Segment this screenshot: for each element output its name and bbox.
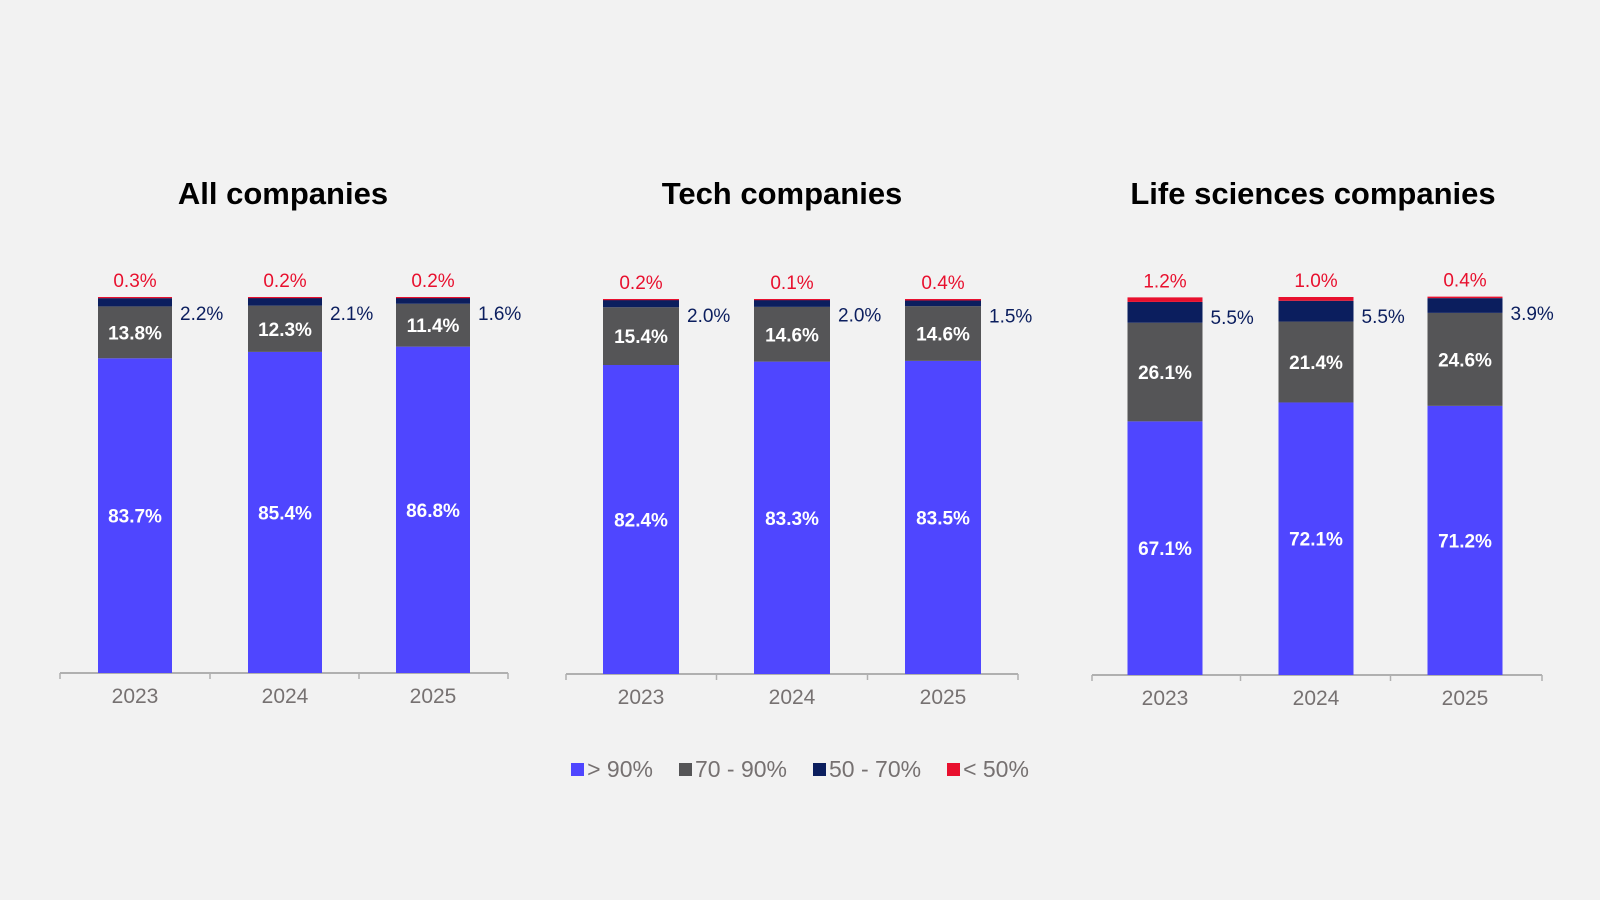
- chart-title-life-sciences-companies: Life sciences companies: [1130, 176, 1496, 211]
- life-sciences-companies-bar-2023-segment-0: [1127, 421, 1203, 675]
- all-companies-bar-2023-segment-3: [98, 297, 172, 299]
- tech-companies-data-label-2024-series-2: 2.0%: [838, 305, 881, 326]
- chart-title-all-companies: All companies: [177, 176, 389, 211]
- tech-companies-bar-2024-segment-0: [754, 361, 830, 674]
- life-sciences-companies-bar-2025-segment-1: [1427, 312, 1503, 406]
- life-sciences-companies-bar-2025-segment-2: [1427, 298, 1503, 313]
- tech-companies-data-label-2025-series-2: 1.5%: [989, 307, 1032, 328]
- life-sciences-companies-data-label-2024-series-3: 1.0%: [1294, 271, 1337, 292]
- legend-item-50to70: 50 - 70%: [813, 756, 921, 783]
- legend-item-gt90: > 90%: [571, 756, 653, 783]
- life-sciences-companies-data-label-2023-series-0: 67.1%: [1138, 539, 1192, 560]
- life-sciences-companies-bar-2024-segment-2: [1278, 300, 1354, 322]
- life-sciences-companies-data-label-2024-series-1: 21.4%: [1289, 353, 1343, 374]
- tech-companies-bar-2024-segment-2: [754, 299, 830, 307]
- tech-companies-data-label-2024-series-0: 83.3%: [765, 509, 819, 530]
- life-sciences-companies-bar-2023-segment-3: [1127, 297, 1203, 302]
- all-companies-bar-2024-segment-1: [248, 305, 322, 352]
- tech-companies-bar-2024-segment-1: [754, 306, 830, 362]
- life-sciences-companies-data-label-2023-series-1: 26.1%: [1138, 363, 1192, 384]
- life-sciences-companies-data-label-2025-series-2: 3.9%: [1511, 304, 1554, 325]
- legend-swatch-70to90: [678, 763, 692, 776]
- tech-companies-x-tick-label-2025: 2025: [920, 686, 967, 709]
- life-sciences-companies-data-label-2023-series-2: 5.5%: [1211, 308, 1254, 329]
- all-companies-bar-2025-segment-0: [396, 346, 470, 673]
- legend-swatch-lt50: [947, 763, 961, 776]
- life-sciences-companies-bar-2025-segment-3: [1427, 296, 1503, 299]
- tech-companies-data-label-2024-series-1: 14.6%: [765, 325, 819, 346]
- tech-companies-bar-2025-segment-1: [905, 306, 981, 361]
- tech-companies-bar-2025-segment-2: [905, 300, 981, 307]
- tech-companies-bar-2024-segment-3: [754, 299, 830, 301]
- tech-companies-data-label-2025-series-1: 14.6%: [916, 325, 970, 346]
- legend-swatch-gt90: [571, 763, 585, 776]
- legend-item-lt50: < 50%: [947, 756, 1029, 783]
- life-sciences-companies-bar-2023-segment-1: [1127, 322, 1203, 422]
- all-companies-data-label-2023-series-2: 2.2%: [180, 304, 223, 325]
- all-companies-data-label-2023-series-1: 13.8%: [108, 323, 162, 344]
- life-sciences-companies-bar-2024-segment-1: [1278, 321, 1354, 403]
- all-companies-data-label-2024-series-0: 85.4%: [258, 503, 312, 524]
- tech-companies-data-label-2025-series-3: 0.4%: [921, 273, 964, 294]
- life-sciences-companies-bar-2024-segment-3: [1278, 297, 1354, 301]
- life-sciences-companies-x-tick-label-2024: 2024: [1293, 687, 1340, 710]
- all-companies-bar-2024-segment-3: [248, 297, 322, 299]
- legend-label-gt90: > 90%: [587, 756, 653, 782]
- all-companies-data-label-2025-series-3: 0.2%: [411, 271, 454, 292]
- all-companies-data-label-2025-series-2: 1.6%: [478, 304, 521, 325]
- all-companies-x-tick-label-2024: 2024: [262, 685, 309, 708]
- tech-companies-data-label-2023-series-0: 82.4%: [614, 511, 668, 532]
- all-companies-data-label-2024-series-2: 2.1%: [330, 304, 373, 325]
- tech-companies-bar-2023-segment-2: [603, 299, 679, 308]
- legend-item-70to90: 70 - 90%: [678, 756, 787, 783]
- all-companies-bar-2024-segment-2: [248, 297, 322, 306]
- life-sciences-companies-x-tick-label-2025: 2025: [1442, 687, 1489, 710]
- tech-companies-x-tick-label-2024: 2024: [769, 686, 816, 709]
- tech-companies-bar-2025-segment-0: [905, 360, 981, 674]
- all-companies-bar-2025-segment-3: [396, 297, 470, 299]
- legend-label-50to70: 50 - 70%: [829, 756, 922, 782]
- life-sciences-companies-data-label-2024-series-2: 5.5%: [1362, 307, 1405, 328]
- tech-companies-data-label-2023-series-1: 15.4%: [614, 327, 668, 348]
- all-companies-data-label-2024-series-1: 12.3%: [258, 320, 312, 341]
- all-companies-bar-2024-segment-0: [248, 351, 322, 673]
- legend: > 90% 70 - 90% 50 - 70% < 50%: [0, 756, 1600, 783]
- legend-label-70to90: 70 - 90%: [694, 756, 787, 782]
- life-sciences-companies-bar-2023-segment-2: [1127, 301, 1203, 323]
- all-companies-bar-2025-segment-1: [396, 303, 470, 347]
- tech-companies-bar-2023-segment-3: [603, 299, 679, 301]
- life-sciences-companies-data-label-2025-series-3: 0.4%: [1443, 271, 1486, 292]
- tech-companies-data-label-2023-series-3: 0.2%: [619, 273, 662, 294]
- life-sciences-companies-data-label-2025-series-0: 71.2%: [1438, 531, 1492, 552]
- all-companies-x-tick-label-2025: 2025: [410, 685, 457, 708]
- tech-companies-data-label-2025-series-0: 83.5%: [916, 508, 970, 529]
- all-companies-x-tick-label-2023: 2023: [112, 685, 159, 708]
- legend-swatch-50to70: [813, 763, 826, 776]
- tech-companies-bar-2023-segment-0: [603, 365, 679, 674]
- all-companies-bar-2023-segment-2: [98, 298, 172, 307]
- all-companies-data-label-2025-series-0: 86.8%: [406, 501, 460, 522]
- life-sciences-companies-bar-2024-segment-0: [1278, 402, 1354, 675]
- tech-companies-data-label-2023-series-2: 2.0%: [687, 306, 730, 327]
- tech-companies-bar-2025-segment-3: [905, 299, 981, 301]
- life-sciences-companies-x-tick-label-2023: 2023: [1142, 687, 1189, 710]
- tech-companies-bar-2023-segment-1: [603, 307, 679, 365]
- all-companies-data-label-2023-series-3: 0.3%: [113, 271, 156, 292]
- tech-companies-data-label-2024-series-3: 0.1%: [770, 273, 813, 294]
- life-sciences-companies-data-label-2023-series-3: 1.2%: [1143, 271, 1186, 292]
- chart-title-tech-companies: Tech companies: [661, 176, 903, 211]
- life-sciences-companies-data-label-2024-series-0: 72.1%: [1289, 530, 1343, 551]
- life-sciences-companies-bar-2025-segment-0: [1427, 405, 1503, 675]
- life-sciences-companies-data-label-2025-series-1: 24.6%: [1438, 350, 1492, 371]
- tech-companies-x-tick-label-2023: 2023: [618, 686, 665, 709]
- all-companies-data-label-2024-series-3: 0.2%: [263, 271, 306, 292]
- all-companies-data-label-2023-series-0: 83.7%: [108, 507, 162, 528]
- legend-label-lt50: < 50%: [963, 756, 1029, 782]
- all-companies-data-label-2025-series-1: 11.4%: [407, 316, 460, 337]
- all-companies-bar-2023-segment-0: [98, 358, 172, 673]
- all-companies-bar-2023-segment-1: [98, 306, 172, 359]
- all-companies-bar-2025-segment-2: [396, 297, 470, 304]
